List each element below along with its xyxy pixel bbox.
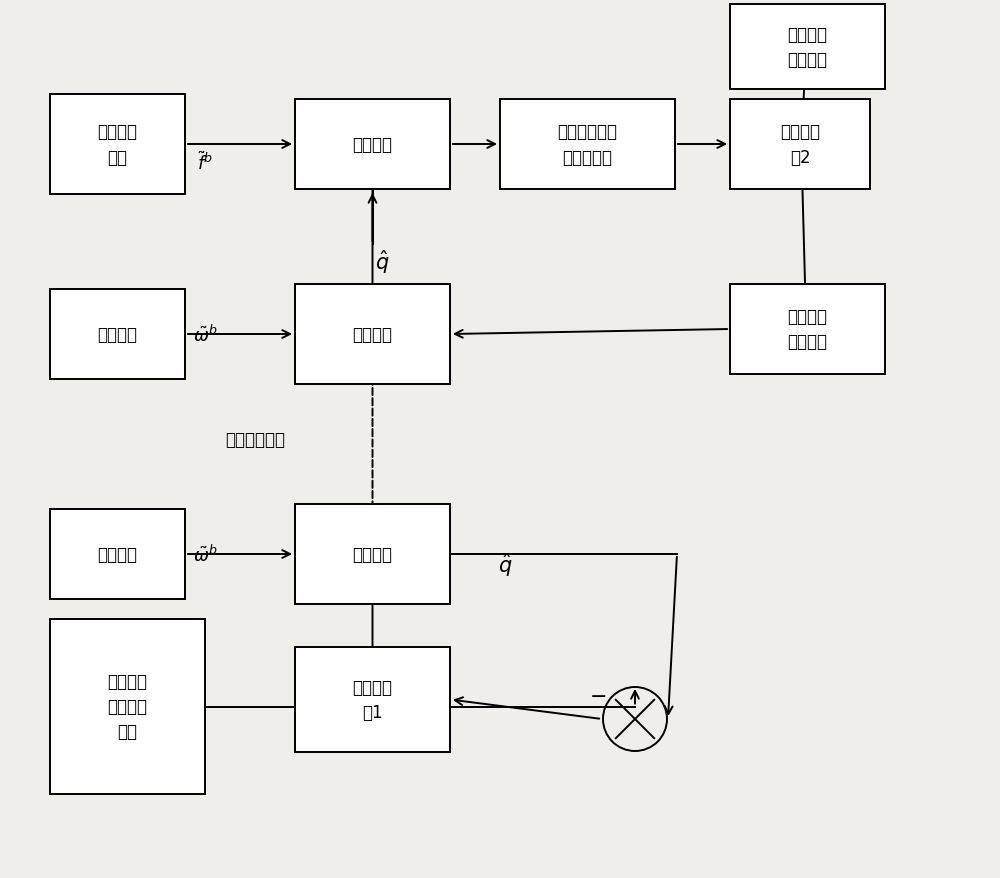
Text: 常系数滤
波1: 常系数滤 波1 bbox=[352, 678, 392, 721]
Text: 星敏感器
获得惯性
姿态: 星敏感器 获得惯性 姿态 bbox=[108, 673, 148, 741]
Text: 预估探测器相
对月面速度: 预估探测器相 对月面速度 bbox=[558, 124, 618, 166]
Bar bbox=[50, 509, 185, 600]
Bar bbox=[295, 647, 450, 752]
Text: 惯性姿态初值: 惯性姿态初值 bbox=[225, 430, 285, 449]
Bar bbox=[730, 5, 885, 90]
Bar bbox=[295, 505, 450, 604]
Text: 陀螺测量: 陀螺测量 bbox=[98, 545, 138, 564]
Text: $\tilde{\omega}^b$: $\tilde{\omega}^b$ bbox=[193, 543, 217, 565]
Bar bbox=[730, 100, 870, 190]
Bar bbox=[295, 100, 450, 190]
Bar bbox=[50, 95, 185, 195]
Text: 姿态外推: 姿态外推 bbox=[352, 326, 392, 343]
Bar bbox=[50, 290, 185, 379]
Bar bbox=[730, 284, 885, 375]
Text: $\tilde{\omega}^b$: $\tilde{\omega}^b$ bbox=[193, 324, 217, 345]
Text: 计算惯性
速度误差: 计算惯性 速度误差 bbox=[788, 26, 828, 68]
Text: $\hat{q}$: $\hat{q}$ bbox=[375, 248, 389, 276]
Bar bbox=[500, 100, 675, 190]
Text: 加速度计
测量: 加速度计 测量 bbox=[98, 124, 138, 166]
Bar bbox=[50, 619, 205, 794]
Text: 速度外推: 速度外推 bbox=[352, 136, 392, 154]
Bar bbox=[295, 284, 450, 385]
Text: 姿态外推: 姿态外推 bbox=[352, 545, 392, 564]
Text: 常系数滤
波2: 常系数滤 波2 bbox=[780, 124, 820, 166]
Text: $-$: $-$ bbox=[589, 684, 607, 704]
Text: 陀螺测量: 陀螺测量 bbox=[98, 326, 138, 343]
Text: 计算惯性
姿态误差: 计算惯性 姿态误差 bbox=[788, 308, 828, 351]
Text: $\tilde{f}^b$: $\tilde{f}^b$ bbox=[197, 152, 213, 174]
Text: $\hat{q}$: $\hat{q}$ bbox=[498, 551, 512, 578]
